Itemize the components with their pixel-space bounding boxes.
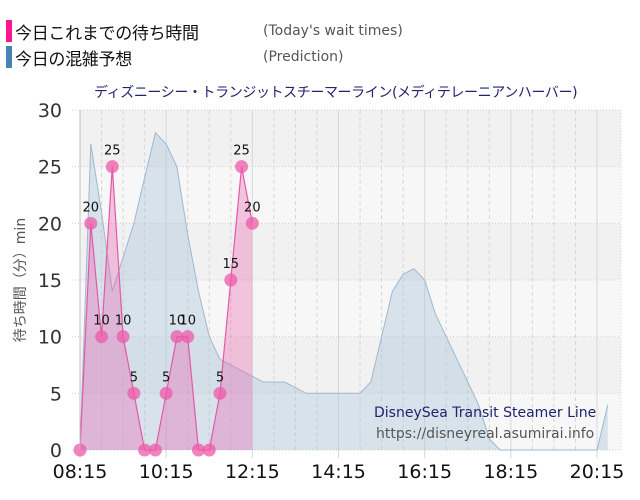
watermark-url[interactable]: https://disneyreal.asumirai.info <box>376 426 595 442</box>
legend: 今日これまでの待ち時間 (Today's wait times) 今日の混雑予想… <box>6 18 403 70</box>
data-label: 5 <box>162 370 170 385</box>
grid-bands <box>80 110 621 450</box>
today-data-point[interactable] <box>159 386 173 400</box>
today-data-point[interactable] <box>224 273 238 287</box>
grid-band <box>80 223 621 280</box>
today-data-point[interactable] <box>95 330 109 344</box>
y-tick-label: 25 <box>38 157 62 179</box>
data-label: 10 <box>93 314 110 329</box>
grid-band <box>80 336 621 394</box>
grid-band <box>80 166 621 224</box>
data-label: 10 <box>169 314 186 329</box>
prediction-series <box>79 131 609 451</box>
today-data-point[interactable] <box>138 443 152 457</box>
x-tick-label: 10:15 <box>139 461 194 483</box>
legend-swatch-pink <box>6 20 12 42</box>
x-tick-label: 20:15 <box>570 461 625 483</box>
today-data-point[interactable] <box>127 386 141 400</box>
y-tick-label: 15 <box>38 270 62 292</box>
chart-title: ディズニーシー・トランジットスチーマーライン(メディテレーニアンハーバー) <box>94 85 578 101</box>
today-data-point[interactable] <box>181 330 195 344</box>
prediction-line <box>79 131 609 451</box>
grid-band <box>80 110 621 167</box>
today-data-point[interactable] <box>148 443 162 457</box>
y-tick-label: 30 <box>38 100 62 122</box>
y-tick-label: 5 <box>50 383 62 405</box>
data-label: 5 <box>216 370 224 385</box>
today-data-point[interactable] <box>213 386 227 400</box>
x-tick-label: 16:15 <box>397 461 452 483</box>
legend-en-prediction: (Prediction) <box>263 49 344 65</box>
x-tick-label: 12:15 <box>225 461 280 483</box>
today-data-point[interactable] <box>84 216 98 230</box>
x-tick-label: 18:15 <box>483 461 538 483</box>
grid-band <box>80 393 621 450</box>
legend-swatch-blue <box>6 46 12 68</box>
y-tick-label: 0 <box>50 440 62 462</box>
prediction-area <box>80 132 608 450</box>
data-label: 20 <box>244 200 261 215</box>
today-area <box>80 166 253 450</box>
x-tick-label: 08:15 <box>53 461 108 483</box>
data-label: 5 <box>130 370 138 385</box>
today-data-point[interactable] <box>235 160 249 174</box>
axes: 0 5 10 15 20 25 30 08:15 10:15 12:15 14:15 16:15 18:… <box>38 100 625 483</box>
data-label: 10 <box>179 314 196 329</box>
data-label: 15 <box>223 257 240 272</box>
y-tick-label: 20 <box>38 213 62 235</box>
today-data-point[interactable] <box>191 443 205 457</box>
legend-en-today: (Today's wait times) <box>263 23 403 39</box>
legend-item-prediction[interactable]: 今日の混雑予想 (Prediction) <box>6 44 403 70</box>
grid-band <box>80 280 621 337</box>
today-data-point[interactable] <box>105 160 119 174</box>
data-label: 10 <box>115 314 132 329</box>
data-label: 25 <box>233 144 250 159</box>
today-data-point[interactable] <box>170 330 184 344</box>
today-data-point[interactable] <box>202 443 216 457</box>
legend-label-prediction: 今日の混雑予想 <box>15 49 132 70</box>
today-data-point[interactable] <box>245 216 259 230</box>
x-tick-label: 14:15 <box>311 461 366 483</box>
legend-item-today[interactable]: 今日これまでの待ち時間 (Today's wait times) <box>6 18 403 44</box>
legend-label-today: 今日これまでの待ち時間 <box>15 23 199 44</box>
data-label: 25 <box>104 144 121 159</box>
data-label: 20 <box>82 200 99 215</box>
watermark-attraction-name: DisneySea Transit Steamer Line <box>374 405 597 421</box>
y-tick-label: 10 <box>38 327 62 349</box>
today-data-point[interactable] <box>116 330 130 344</box>
